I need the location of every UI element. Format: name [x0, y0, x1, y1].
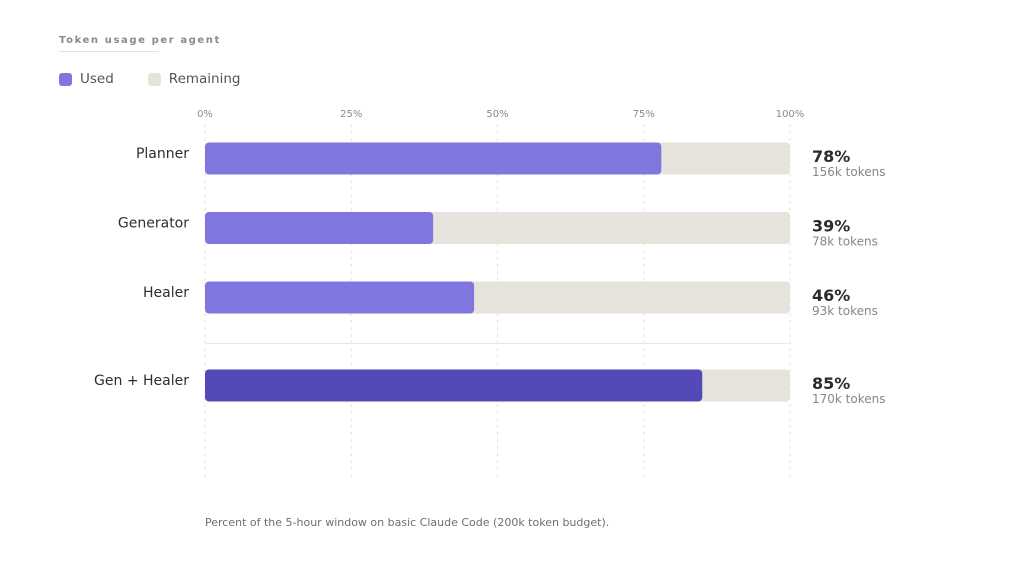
bar-used [205, 281, 475, 314]
token-count-label: 78k tokens [812, 235, 878, 249]
category-label: Generator [118, 216, 189, 232]
legend-label-remaining: Remaining [168, 71, 241, 87]
x-tick-label: 25% [340, 109, 362, 120]
chart-eyebrow-title: Token usage per agent [59, 35, 221, 46]
legend: Used Remaining [59, 71, 274, 87]
token-count-label: 170k tokens [812, 392, 885, 406]
eyebrow-divider [59, 51, 159, 52]
bar-used [205, 212, 434, 244]
category-label: Planner [136, 146, 189, 162]
token-count-label: 93k tokens [812, 304, 878, 318]
legend-item-used: Used [59, 71, 114, 87]
value-label: 46% [812, 286, 850, 305]
legend-swatch-used [59, 72, 72, 86]
legend-swatch-remaining [147, 72, 161, 86]
category-label: Healer [143, 285, 189, 301]
bar-used [205, 369, 703, 402]
x-tick-label: 0% [197, 109, 213, 120]
value-label: 85% [812, 374, 850, 393]
legend-label-used: Used [80, 71, 114, 87]
x-tick-label: 100% [776, 109, 805, 120]
value-label: 78% [812, 147, 850, 166]
value-label: 39% [812, 217, 850, 236]
legend-item-remaining: Remaining [147, 71, 241, 87]
category-label: Gen + Healer [94, 373, 189, 389]
x-tick-label: 75% [633, 109, 655, 120]
bar-used [205, 142, 662, 175]
token-count-label: 156k tokens [812, 165, 885, 179]
x-tick-label: 50% [486, 109, 508, 120]
chart-caption: Percent of the 5-hour window on basic Cl… [205, 516, 610, 529]
